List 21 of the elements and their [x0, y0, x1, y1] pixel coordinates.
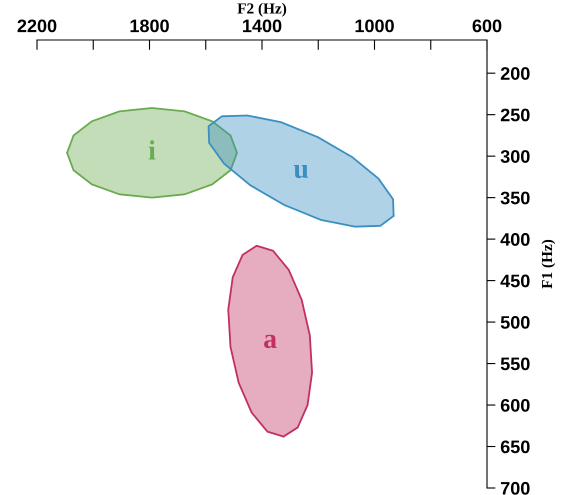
- x-axis-title: F2 (Hz): [237, 2, 286, 17]
- x-tick-label: 1000: [356, 19, 394, 32]
- y-tick-label: 250: [500, 108, 530, 122]
- y-tick-label: 350: [500, 192, 530, 204]
- y-tick-label: 600: [500, 398, 530, 412]
- y-tick-label: 450: [500, 274, 530, 288]
- y-tick-label: 200: [500, 67, 530, 80]
- y-tick-label: 400: [500, 233, 530, 246]
- y-tick-label: 300: [500, 150, 530, 163]
- series-label: u: [294, 165, 308, 178]
- x-tick-label: 600: [472, 19, 502, 32]
- series-label: i: [148, 140, 156, 160]
- x-tick-label: 1800: [130, 19, 169, 32]
- y-axis-title: F1 (Hz): [541, 240, 556, 289]
- y-tick-label: 500: [500, 316, 530, 329]
- y-tick-label: 550: [500, 357, 530, 370]
- y-tick-label: 650: [500, 440, 530, 454]
- series-label: a: [264, 334, 277, 348]
- y-tick-label: 700: [500, 482, 530, 495]
- x-tick-label: 2200: [18, 19, 56, 32]
- x-tick-label: 1400: [243, 19, 282, 32]
